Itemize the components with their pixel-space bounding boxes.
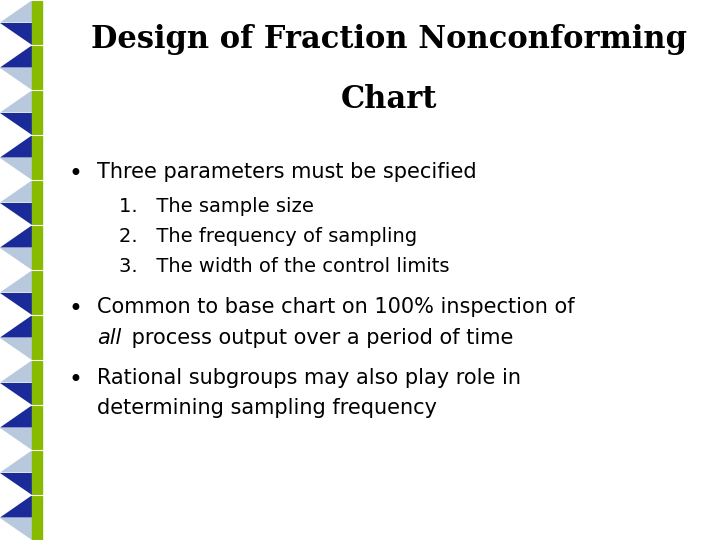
Polygon shape — [0, 158, 32, 180]
Polygon shape — [42, 428, 56, 450]
Polygon shape — [0, 428, 32, 450]
Polygon shape — [42, 112, 56, 135]
Polygon shape — [0, 180, 32, 202]
Polygon shape — [0, 315, 32, 338]
Polygon shape — [0, 270, 32, 293]
Polygon shape — [0, 135, 32, 158]
Polygon shape — [42, 180, 56, 202]
Polygon shape — [42, 68, 56, 90]
Polygon shape — [42, 360, 56, 382]
Polygon shape — [42, 45, 56, 68]
Text: determining sampling frequency: determining sampling frequency — [97, 398, 437, 418]
Polygon shape — [0, 338, 32, 360]
Text: process output over a period of time: process output over a period of time — [125, 328, 513, 348]
Bar — [32, 0, 42, 540]
Polygon shape — [0, 202, 32, 225]
Polygon shape — [42, 450, 56, 472]
Text: 2.   The frequency of sampling: 2. The frequency of sampling — [119, 227, 417, 246]
Polygon shape — [42, 202, 56, 225]
Polygon shape — [42, 293, 56, 315]
Polygon shape — [42, 517, 56, 540]
Text: Design of Fraction Nonconforming: Design of Fraction Nonconforming — [91, 24, 687, 55]
Polygon shape — [42, 225, 56, 247]
Polygon shape — [0, 472, 32, 495]
Polygon shape — [42, 338, 56, 360]
Text: Rational subgroups may also play role in: Rational subgroups may also play role in — [97, 368, 521, 388]
Polygon shape — [42, 315, 56, 338]
Polygon shape — [0, 293, 32, 315]
Polygon shape — [42, 382, 56, 405]
Polygon shape — [42, 23, 56, 45]
Text: all: all — [97, 328, 122, 348]
Polygon shape — [0, 225, 32, 247]
Polygon shape — [0, 23, 32, 45]
Polygon shape — [0, 112, 32, 135]
Polygon shape — [0, 68, 32, 90]
Polygon shape — [42, 135, 56, 158]
Polygon shape — [0, 405, 32, 428]
Polygon shape — [42, 247, 56, 270]
Text: 1.   The sample size: 1. The sample size — [119, 197, 314, 216]
Polygon shape — [42, 158, 56, 180]
Polygon shape — [42, 90, 56, 112]
Text: •: • — [68, 162, 83, 186]
Text: •: • — [68, 297, 83, 321]
Polygon shape — [42, 405, 56, 428]
Polygon shape — [0, 45, 32, 68]
Polygon shape — [0, 247, 32, 270]
Text: 3.   The width of the control limits: 3. The width of the control limits — [119, 256, 449, 275]
Polygon shape — [0, 450, 32, 472]
Polygon shape — [0, 360, 32, 382]
Polygon shape — [0, 382, 32, 405]
Polygon shape — [0, 0, 32, 23]
Polygon shape — [0, 90, 32, 112]
Polygon shape — [42, 472, 56, 495]
Polygon shape — [0, 495, 32, 517]
Polygon shape — [42, 0, 56, 23]
Text: Three parameters must be specified: Three parameters must be specified — [97, 162, 477, 182]
Polygon shape — [0, 517, 32, 540]
Text: •: • — [68, 368, 83, 392]
Polygon shape — [42, 270, 56, 293]
Polygon shape — [42, 495, 56, 517]
Text: Common to base chart on 100% inspection of: Common to base chart on 100% inspection … — [97, 297, 575, 317]
Text: Chart: Chart — [341, 84, 437, 114]
